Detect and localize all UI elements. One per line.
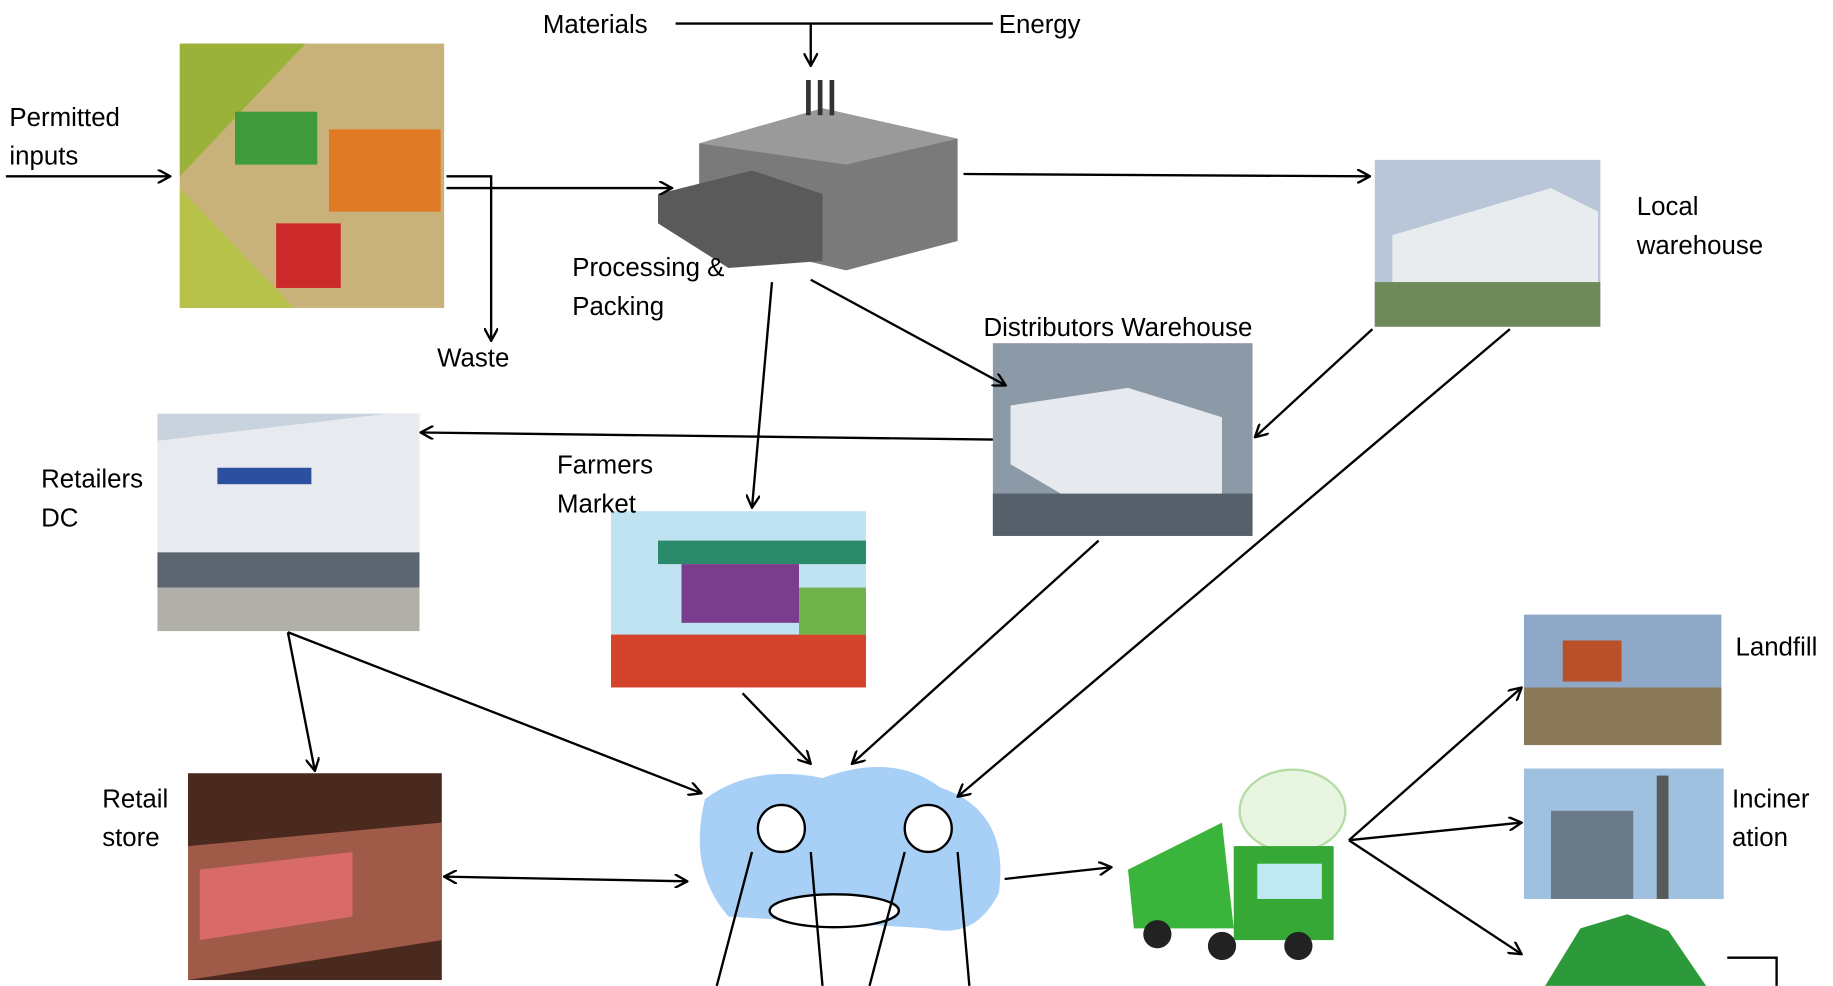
node-label: Inciner [1732,785,1810,813]
farm-picture [179,43,445,308]
node-label: Local [1637,193,1699,221]
node-label: Retailers [41,466,143,494]
retail-store-picture [188,773,442,981]
labels: Permitted inputs Materials Energy Waste Proce… [9,11,1817,852]
node-label: Distributors Warehouse [983,314,1252,342]
node-label: warehouse [1636,232,1763,260]
retailers-dc-picture [157,413,420,632]
local-warehouse-picture [1374,159,1601,327]
node-label: store [102,824,159,852]
node-label: Landfill [1735,634,1817,662]
arrows [5,22,1522,955]
node-label: DC [41,504,78,532]
node-label: Energy [999,11,1081,39]
recycle-picture [1545,914,1707,986]
node-label: Permitted [9,104,120,132]
diners-picture [699,767,1001,986]
node-label: inputs [9,143,78,171]
farmers-market-picture [611,511,866,688]
incineration-picture [1523,768,1724,899]
node-label: ation [1732,824,1788,852]
node-label: Packing [572,293,664,321]
landfill-picture [1523,614,1722,746]
factory-picture [658,79,958,271]
node-label: Farmers [557,452,653,480]
node-label: Market [557,490,636,518]
garbage-truck-picture [1128,768,1347,961]
node-label: Retail [102,785,168,813]
distributors-warehouse-picture [992,343,1253,536]
node-label: Waste [437,345,509,373]
node-label: Materials [543,11,648,39]
recycle-line [1727,956,1778,986]
node-label: Processing & [572,254,724,282]
